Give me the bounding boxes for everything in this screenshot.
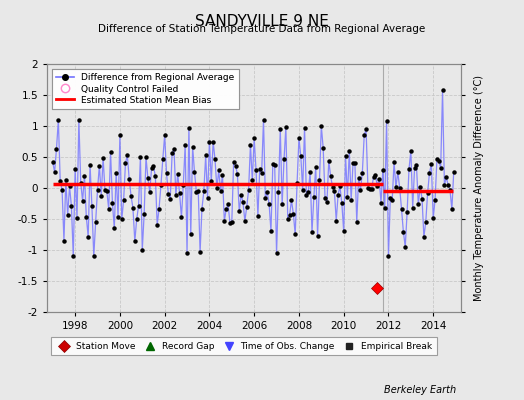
Text: SANDYVILLE 9 NE: SANDYVILLE 9 NE bbox=[195, 14, 329, 29]
Text: Berkeley Earth: Berkeley Earth bbox=[384, 385, 456, 395]
Text: Difference of Station Temperature Data from Regional Average: Difference of Station Temperature Data f… bbox=[99, 24, 425, 34]
Legend: Difference from Regional Average, Quality Control Failed, Estimated Station Mean: Difference from Regional Average, Qualit… bbox=[52, 68, 239, 110]
Y-axis label: Monthly Temperature Anomaly Difference (°C): Monthly Temperature Anomaly Difference (… bbox=[474, 75, 484, 301]
Legend: Station Move, Record Gap, Time of Obs. Change, Empirical Break: Station Move, Record Gap, Time of Obs. C… bbox=[51, 338, 436, 356]
